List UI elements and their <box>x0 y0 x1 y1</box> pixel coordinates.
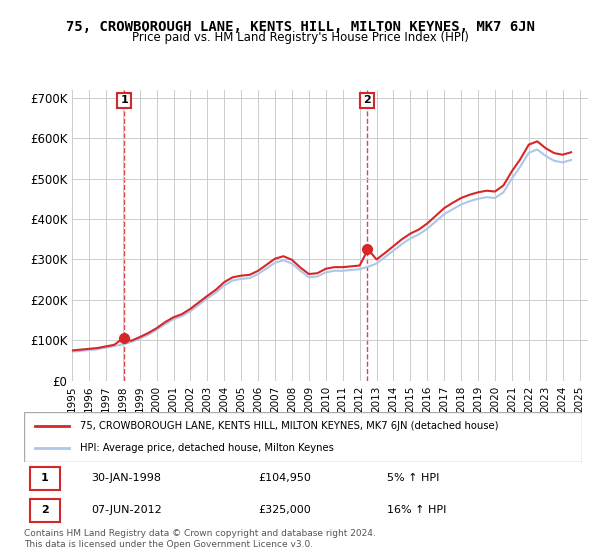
Text: 07-JUN-2012: 07-JUN-2012 <box>91 505 162 515</box>
FancyBboxPatch shape <box>24 412 582 462</box>
Text: 30-JAN-1998: 30-JAN-1998 <box>91 473 161 483</box>
Text: 1: 1 <box>120 95 128 105</box>
Text: 75, CROWBOROUGH LANE, KENTS HILL, MILTON KEYNES, MK7 6JN (detached house): 75, CROWBOROUGH LANE, KENTS HILL, MILTON… <box>80 421 499 431</box>
FancyBboxPatch shape <box>29 466 60 489</box>
Text: Price paid vs. HM Land Registry's House Price Index (HPI): Price paid vs. HM Land Registry's House … <box>131 31 469 44</box>
Text: £325,000: £325,000 <box>259 505 311 515</box>
Text: Contains HM Land Registry data © Crown copyright and database right 2024.
This d: Contains HM Land Registry data © Crown c… <box>24 529 376 549</box>
Text: 2: 2 <box>363 95 371 105</box>
Text: 5% ↑ HPI: 5% ↑ HPI <box>387 473 439 483</box>
Text: 16% ↑ HPI: 16% ↑ HPI <box>387 505 446 515</box>
Text: 2: 2 <box>41 505 49 515</box>
Text: £104,950: £104,950 <box>259 473 311 483</box>
Text: 1: 1 <box>41 473 49 483</box>
Text: HPI: Average price, detached house, Milton Keynes: HPI: Average price, detached house, Milt… <box>80 443 334 453</box>
FancyBboxPatch shape <box>29 499 60 522</box>
Text: 75, CROWBOROUGH LANE, KENTS HILL, MILTON KEYNES, MK7 6JN: 75, CROWBOROUGH LANE, KENTS HILL, MILTON… <box>65 20 535 34</box>
